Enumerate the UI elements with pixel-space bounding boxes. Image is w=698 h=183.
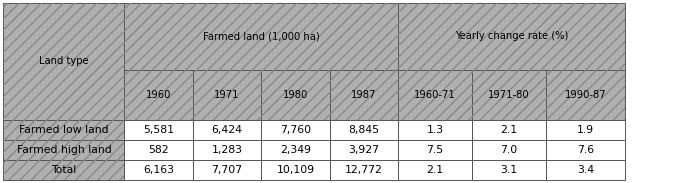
Bar: [193, 140, 261, 160]
Text: 1,283: 1,283: [211, 145, 242, 155]
Bar: [3, 3, 124, 120]
Text: 10,109: 10,109: [276, 165, 315, 175]
Text: Farmed low land: Farmed low land: [19, 125, 109, 135]
Bar: [3, 160, 124, 180]
Text: Total: Total: [52, 165, 77, 175]
Text: Farmed land (1,000 ha): Farmed land (1,000 ha): [203, 31, 320, 42]
Bar: [329, 160, 398, 180]
Text: 1971-80: 1971-80: [488, 90, 530, 100]
Bar: [546, 120, 625, 140]
Bar: [546, 70, 625, 120]
Bar: [193, 70, 261, 120]
Text: 2.1: 2.1: [500, 125, 517, 135]
Bar: [3, 160, 124, 180]
Text: 5,581: 5,581: [143, 125, 174, 135]
Bar: [3, 140, 124, 160]
Bar: [124, 70, 193, 120]
Bar: [193, 120, 261, 140]
Text: 7.0: 7.0: [500, 145, 518, 155]
Bar: [3, 140, 124, 160]
Text: 7,760: 7,760: [280, 125, 311, 135]
Bar: [472, 140, 546, 160]
Bar: [546, 70, 625, 120]
Bar: [124, 120, 193, 140]
Text: 1.3: 1.3: [426, 125, 444, 135]
Bar: [261, 120, 329, 140]
Bar: [261, 70, 329, 120]
Bar: [3, 120, 124, 140]
Text: 7.5: 7.5: [426, 145, 444, 155]
Bar: [3, 120, 124, 140]
Bar: [546, 140, 625, 160]
Text: 3.4: 3.4: [577, 165, 594, 175]
Bar: [124, 70, 193, 120]
Bar: [261, 160, 329, 180]
Bar: [472, 70, 546, 120]
Text: 7,707: 7,707: [211, 165, 243, 175]
Text: Farmed high land: Farmed high land: [17, 145, 111, 155]
Text: 1960-71: 1960-71: [414, 90, 456, 100]
Text: 3.1: 3.1: [500, 165, 517, 175]
Bar: [398, 70, 472, 120]
Bar: [398, 3, 625, 70]
Text: 7.6: 7.6: [577, 145, 594, 155]
Text: 6,424: 6,424: [211, 125, 242, 135]
Text: 2.1: 2.1: [426, 165, 444, 175]
Bar: [329, 120, 398, 140]
Bar: [546, 160, 625, 180]
Bar: [124, 140, 193, 160]
Bar: [472, 70, 546, 120]
Bar: [398, 120, 472, 140]
Text: 3,927: 3,927: [348, 145, 379, 155]
Bar: [398, 70, 472, 120]
Bar: [329, 70, 398, 120]
Bar: [472, 160, 546, 180]
Bar: [193, 70, 261, 120]
Bar: [398, 140, 472, 160]
Bar: [398, 3, 625, 70]
Text: 8,845: 8,845: [348, 125, 379, 135]
Bar: [124, 3, 398, 70]
Bar: [193, 160, 261, 180]
Bar: [329, 70, 398, 120]
Text: 1.9: 1.9: [577, 125, 594, 135]
Text: 1971: 1971: [214, 90, 240, 100]
Bar: [472, 120, 546, 140]
Text: 1990-87: 1990-87: [565, 90, 607, 100]
Text: 2,349: 2,349: [280, 145, 311, 155]
Bar: [329, 140, 398, 160]
Text: 582: 582: [148, 145, 169, 155]
Text: 1980: 1980: [283, 90, 308, 100]
Text: 6,163: 6,163: [143, 165, 174, 175]
Bar: [261, 140, 329, 160]
Text: 1960: 1960: [146, 90, 171, 100]
Text: 12,772: 12,772: [345, 165, 383, 175]
Bar: [3, 3, 124, 120]
Text: Land type: Land type: [39, 56, 89, 66]
Text: Yearly change rate (%): Yearly change rate (%): [455, 31, 568, 42]
Bar: [398, 160, 472, 180]
Bar: [124, 3, 398, 70]
Bar: [261, 70, 329, 120]
Bar: [124, 160, 193, 180]
Text: 1987: 1987: [351, 90, 376, 100]
